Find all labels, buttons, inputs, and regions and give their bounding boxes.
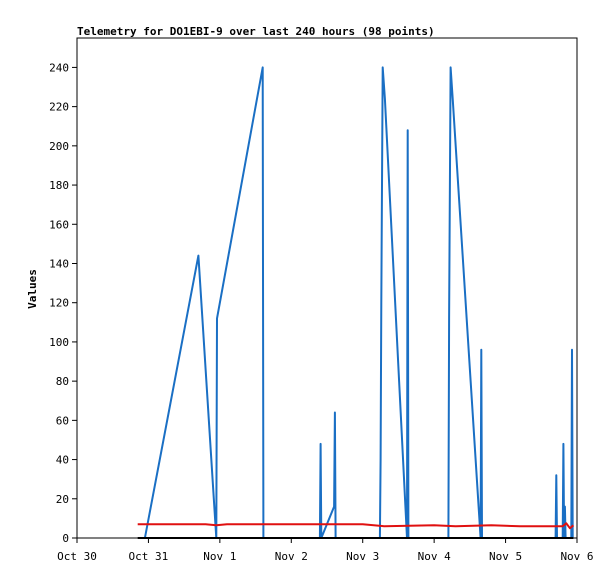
y-tick-label: 60 — [56, 414, 69, 427]
y-tick-label: 240 — [49, 61, 69, 74]
series-line-1 — [143, 66, 574, 539]
y-tick-label: 20 — [56, 493, 69, 506]
x-tick-label: Nov 6 — [560, 550, 593, 563]
plot-frame — [76, 37, 578, 539]
y-tick-label: 180 — [49, 179, 69, 192]
y-tick-label: 200 — [49, 140, 69, 153]
y-tick-label: 80 — [56, 375, 69, 388]
y-axis-label: Values — [26, 269, 39, 309]
series-line-2 — [137, 522, 575, 530]
x-tick-label: Nov 1 — [203, 550, 236, 563]
y-tick-label: 160 — [49, 218, 69, 231]
series-group — [137, 66, 575, 539]
x-tick-label: Nov 2 — [275, 550, 308, 563]
y-tick-label: 140 — [49, 257, 69, 270]
y-tick-label: 120 — [49, 297, 69, 310]
y-tick-label: 0 — [62, 532, 69, 545]
y-axis: 0 20 40 60 80 100 120 140 160 180 200 220 240 — [49, 61, 77, 545]
y-tick-label: 40 — [56, 454, 69, 467]
x-tick-label: Nov 5 — [489, 550, 522, 563]
x-tick-label: Oct 30 — [57, 550, 97, 563]
x-tick-label: Oct 31 — [129, 550, 169, 563]
x-axis: Oct 30 Oct 31 Nov 1 Nov 2 Nov 3 Nov 4 Nov 5 Nov… — [57, 538, 594, 563]
x-tick-label: Nov 3 — [346, 550, 379, 563]
x-tick-label: Nov 4 — [418, 550, 451, 563]
y-tick-label: 100 — [49, 336, 69, 349]
chart-title: Telemetry for DO1EBI-9 over last 240 hou… — [77, 25, 435, 38]
y-tick-label: 220 — [49, 101, 69, 114]
